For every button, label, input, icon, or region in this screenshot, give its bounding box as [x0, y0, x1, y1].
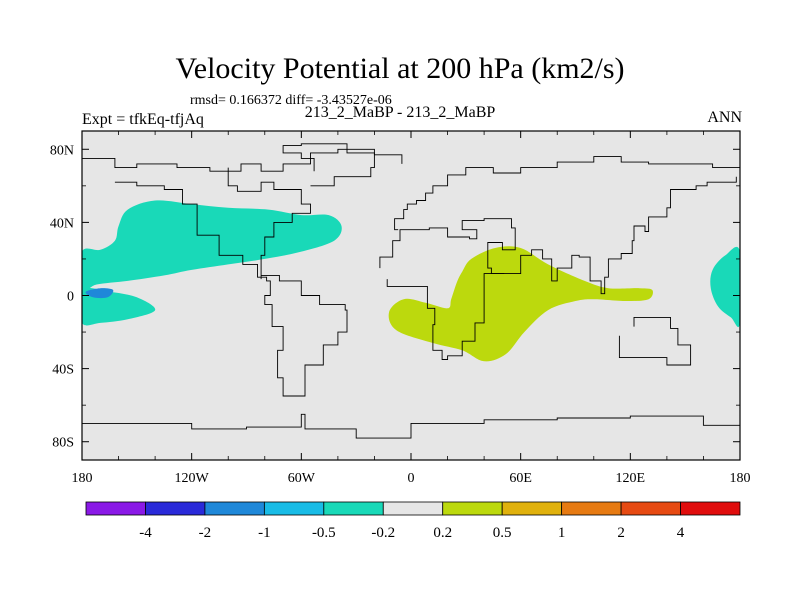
case-label: 213_2_MaBP - 213_2_MaBP — [304, 104, 496, 121]
colorbar-label: -0.5 — [312, 525, 336, 541]
y-tick-label: 80N — [50, 143, 74, 158]
colorbar-swatch — [620, 501, 681, 516]
y-tick-label: 80S — [52, 436, 74, 451]
colorbar-swatch — [561, 501, 622, 516]
y-tick-label: 40S — [52, 363, 74, 378]
contour-region — [85, 288, 114, 299]
x-tick-label: 180 — [730, 471, 751, 486]
colorbar-swatch — [442, 501, 503, 516]
coastline-layer — [82, 143, 740, 439]
colorbar-swatch — [680, 501, 741, 516]
contour-fill-layer — [82, 200, 740, 362]
colorbar-swatch — [501, 501, 563, 516]
x-tick-label: 120W — [175, 471, 210, 486]
coastline — [379, 218, 516, 360]
x-tick-label: 180 — [72, 471, 93, 486]
x-tick-label: 60E — [509, 471, 532, 486]
x-tick-label: 0 — [408, 471, 415, 486]
contour-region — [388, 246, 653, 362]
x-tick-label: 60W — [288, 471, 316, 486]
colorbar-label: 1 — [558, 525, 566, 541]
colorbar-label: 0.5 — [493, 525, 512, 541]
coastline — [491, 176, 737, 295]
colorbar: -4 -2 -1 -0.5 -0.2 0.2 0.5 1 2 4 — [85, 501, 741, 541]
coastline — [282, 143, 375, 187]
colorbar-label: -2 — [199, 525, 212, 541]
contour-region — [710, 247, 740, 328]
colorbar-label: -1 — [258, 525, 271, 541]
coastline — [82, 413, 740, 439]
x-tick-label: 120E — [616, 471, 646, 486]
chart-title: Velocity Potential at 200 hPa (km2/s) — [175, 52, 625, 85]
colorbar-label: 2 — [617, 525, 625, 541]
y-tick-label: 0 — [67, 290, 74, 305]
x-axis: 180 120W 60W 0 60E 120E 180 — [72, 131, 751, 486]
coastline — [82, 148, 403, 172]
stats-label: rmsd= 0.166372 diff= -3.43527e-06 — [190, 93, 392, 108]
coastline — [394, 156, 740, 231]
colorbar-swatch — [323, 501, 384, 516]
coastline — [618, 316, 692, 366]
colorbar-label: 4 — [677, 525, 685, 541]
colorbar-label: -0.2 — [371, 525, 395, 541]
colorbar-swatch — [382, 501, 444, 516]
colorbar-swatch — [263, 501, 325, 516]
experiment-label: Expt = tfkEq-tfjAq — [82, 111, 204, 128]
colorbar-swatch — [85, 501, 146, 516]
colorbar-label: -4 — [139, 525, 152, 541]
colorbar-swatch — [145, 501, 206, 516]
y-tick-label: 40N — [50, 216, 74, 231]
coastline — [114, 167, 348, 397]
season-label: ANN — [707, 109, 742, 126]
contour-region — [82, 200, 342, 292]
colorbar-label: 0.2 — [433, 525, 452, 541]
y-axis: 80N 40N 0 40S 80S — [50, 143, 740, 451]
colorbar-swatch — [204, 501, 265, 516]
